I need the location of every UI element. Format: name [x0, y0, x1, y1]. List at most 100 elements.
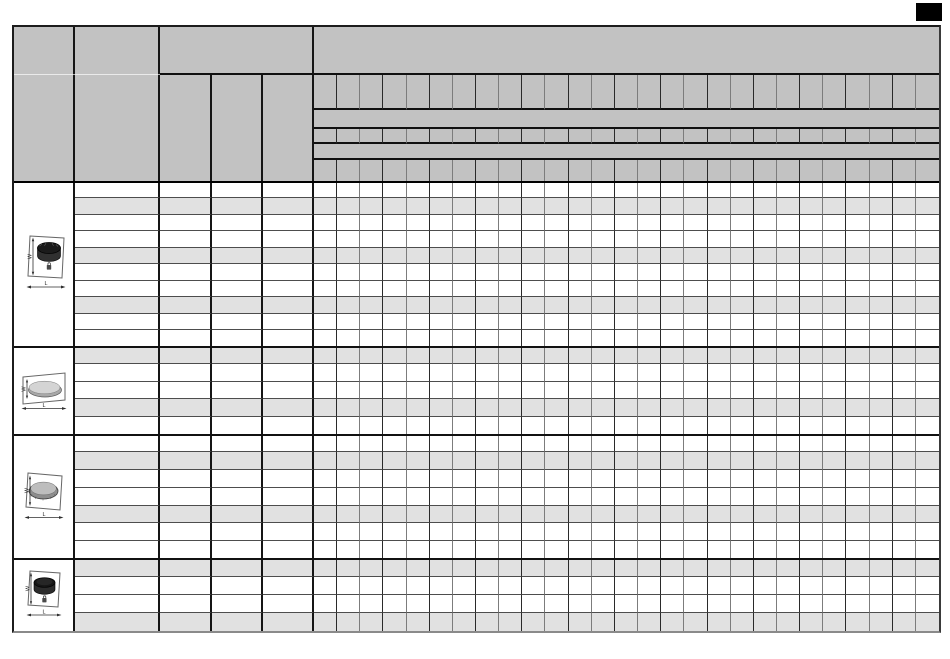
table-cell — [823, 381, 847, 400]
table-cell — [638, 505, 662, 524]
table-cell — [406, 576, 430, 595]
table-cell — [452, 313, 477, 331]
table-cell — [568, 346, 592, 365]
table-cell — [614, 523, 639, 541]
table-cell — [160, 470, 212, 488]
header-cell — [429, 75, 453, 110]
table-cell — [614, 280, 639, 298]
header-cell — [823, 75, 847, 110]
table-cell — [800, 364, 824, 382]
table-cell — [545, 330, 569, 347]
header-cell — [360, 75, 384, 110]
header-cell — [337, 129, 361, 144]
header-cell — [568, 75, 592, 110]
table-cell — [406, 434, 430, 453]
table-cell — [869, 558, 893, 577]
table-cell — [452, 297, 477, 314]
header-band — [314, 110, 939, 129]
product-drawing-round-knob-icon: W L — [25, 570, 61, 617]
table-cell — [753, 470, 777, 488]
table-cell — [614, 576, 639, 595]
table-cell — [846, 214, 870, 232]
table-cell — [568, 381, 592, 400]
table-cell — [212, 364, 263, 382]
table-cell — [638, 487, 662, 506]
table-cell — [823, 417, 847, 435]
table-cell — [568, 182, 592, 199]
table-cell — [800, 231, 824, 248]
table-cell — [263, 505, 314, 524]
table-cell — [614, 182, 639, 199]
table-cell — [263, 231, 314, 248]
table-cell — [360, 330, 384, 347]
table-cell — [545, 346, 569, 365]
table-cell — [614, 434, 639, 453]
header-cell — [846, 129, 870, 144]
table-cell — [591, 247, 615, 265]
table-cell — [661, 487, 685, 506]
table-cell — [452, 381, 477, 400]
table-cell — [499, 297, 523, 314]
product-drawing-deep-round-knob-icon: W L — [26, 235, 65, 289]
table-cell — [476, 452, 500, 471]
table-cell — [591, 558, 615, 577]
table-cell — [212, 297, 263, 314]
header-cell — [823, 160, 847, 182]
table-cell — [846, 558, 870, 577]
header-band — [314, 144, 939, 160]
table-cell — [730, 558, 754, 577]
table-cell — [661, 594, 685, 613]
product-cell: W L — [14, 558, 75, 631]
table-cell — [314, 280, 338, 298]
table-cell — [212, 399, 263, 418]
table-cell — [263, 558, 314, 577]
table-cell — [499, 470, 523, 488]
table-cell — [314, 330, 338, 347]
table-cell — [661, 198, 685, 215]
table-cell — [160, 540, 212, 559]
table-cell — [360, 214, 384, 232]
table-cell — [429, 247, 453, 265]
table-cell — [75, 487, 160, 506]
table-cell — [707, 558, 731, 577]
table-cell — [638, 280, 662, 298]
table-cell — [892, 198, 916, 215]
table-cell — [212, 523, 263, 541]
table-cell — [314, 182, 338, 199]
product-cell: W L — [14, 182, 75, 347]
table-cell — [776, 576, 801, 595]
table-cell — [360, 612, 384, 631]
table-cell — [661, 214, 685, 232]
table-cell — [545, 280, 569, 298]
table-cell — [476, 417, 500, 435]
table-cell — [160, 487, 212, 506]
header-cell — [476, 160, 500, 182]
length-dimension-arrow: L — [26, 281, 65, 289]
table-cell — [499, 434, 523, 453]
table-cell — [569, 417, 592, 435]
header-cell — [545, 160, 569, 182]
table-cell — [452, 594, 477, 613]
header-bottom-line — [14, 180, 939, 183]
table-cell — [160, 612, 212, 631]
table-cell — [429, 364, 453, 382]
table-cell — [892, 381, 916, 400]
table-cell — [314, 523, 338, 541]
table-cell — [915, 364, 939, 382]
table-cell — [476, 214, 500, 232]
table-cell — [661, 346, 685, 365]
table-cell — [753, 576, 777, 595]
table-cell — [499, 576, 523, 595]
header-cell — [892, 160, 916, 182]
table-cell — [800, 247, 824, 265]
table-cell — [614, 264, 639, 281]
table-cell — [429, 399, 453, 418]
table-cell — [522, 247, 546, 265]
knob-shape — [28, 481, 58, 501]
table-cell — [160, 297, 212, 314]
table-cell — [730, 214, 754, 232]
table-cell — [800, 612, 824, 631]
header-cell — [707, 160, 731, 182]
table-cell — [568, 297, 592, 314]
table-cell — [730, 505, 754, 524]
